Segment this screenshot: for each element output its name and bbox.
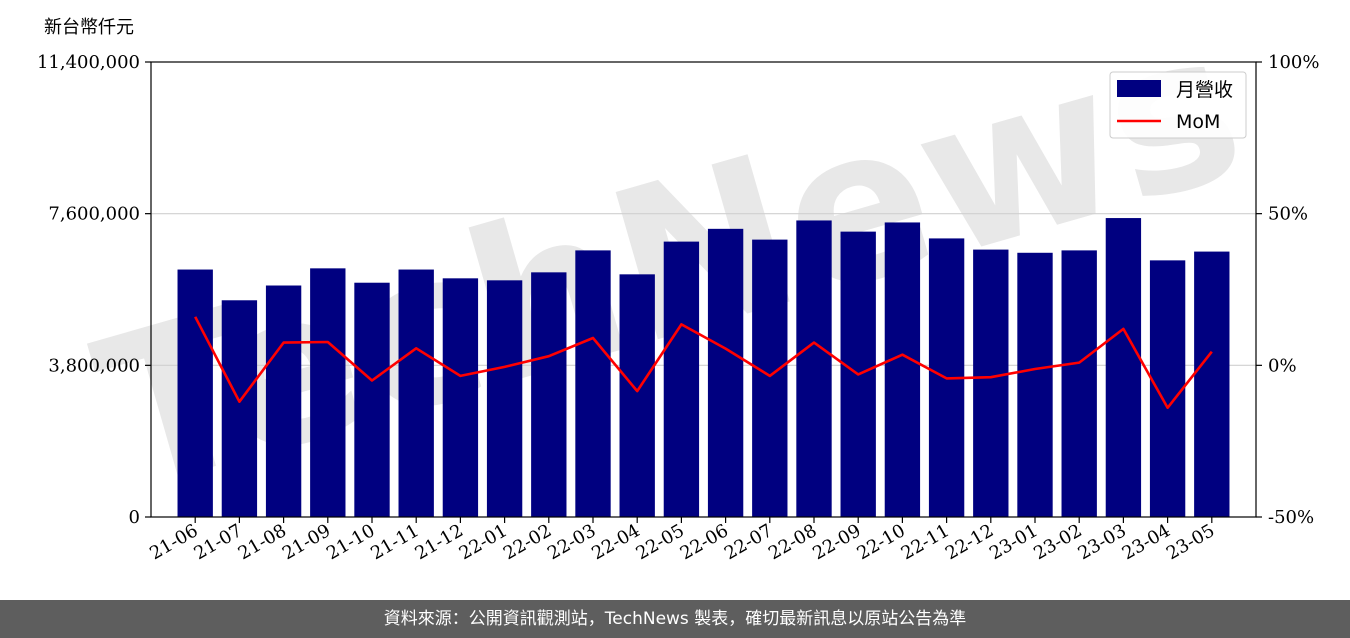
- revenue-bar: [531, 272, 567, 517]
- axes: [150, 61, 1257, 518]
- revenue-bar: [884, 222, 921, 517]
- revenue-bar: [221, 300, 258, 517]
- revenue-bar: [663, 241, 700, 517]
- x-tick-label: 22-09: [809, 520, 864, 564]
- x-tick-label: 21-10: [323, 520, 378, 564]
- x-tick-label: 22-05: [632, 520, 687, 564]
- revenue-bar: [973, 249, 1009, 518]
- x-tick-label: 23-04: [1119, 520, 1174, 564]
- revenue-bar: [310, 268, 346, 517]
- x-axis-ticks: 21-0621-0721-0821-0921-1021-1121-1222-01…: [146, 517, 1218, 564]
- plot-frame: [150, 61, 1257, 518]
- x-tick-label: 22-06: [677, 520, 732, 564]
- right-tick-label: -50%: [1268, 507, 1314, 528]
- x-tick-label: 21-12: [411, 520, 466, 564]
- revenue-bar: [177, 269, 213, 517]
- x-tick-label: 23-03: [1074, 520, 1129, 564]
- left-tick-label: 3,800,000: [48, 355, 140, 376]
- x-tick-label: 23-01: [986, 520, 1041, 564]
- x-tick-label: 22-07: [721, 520, 776, 564]
- x-tick-label: 22-04: [588, 520, 643, 564]
- revenue-bar: [707, 228, 744, 518]
- right-tick-label: 100%: [1268, 52, 1319, 73]
- revenue-bar: [619, 274, 655, 517]
- revenue-bar: [354, 282, 390, 517]
- left-tick-label: 0: [129, 507, 140, 528]
- x-tick-label: 22-10: [853, 520, 908, 564]
- mom-line-series: [194, 316, 1213, 410]
- right-axis-ticks: -50% 0% 50% 100%: [1256, 52, 1319, 528]
- x-tick-label: 21-07: [190, 520, 245, 564]
- revenue-bar: [1017, 252, 1053, 517]
- x-tick-label: 21-09: [279, 520, 334, 564]
- x-tick-label: 22-12: [942, 520, 997, 564]
- revenue-bar: [752, 239, 788, 517]
- revenue-bar: [1061, 250, 1097, 517]
- revenue-bar: [398, 269, 434, 517]
- legend: 月營收 MoM: [1109, 71, 1247, 139]
- revenue-bar: [1194, 251, 1230, 518]
- legend-swatch-bar: [1117, 80, 1161, 97]
- revenue-bar: [486, 280, 523, 517]
- left-tick-label: 7,600,000: [48, 204, 140, 225]
- right-tick-label: 50%: [1268, 204, 1308, 225]
- x-tick-label: 23-05: [1163, 520, 1218, 564]
- revenue-bar: [1149, 260, 1186, 517]
- x-tick-label: 21-11: [367, 520, 422, 564]
- right-tick-label: 0%: [1268, 355, 1297, 376]
- x-tick-label: 22-11: [898, 520, 953, 564]
- mom-line: [194, 316, 1213, 410]
- x-tick-label: 22-03: [544, 520, 599, 564]
- x-tick-label: 22-08: [765, 520, 820, 564]
- left-tick-label: 11,400,000: [37, 52, 140, 73]
- revenue-bar: [796, 220, 832, 517]
- x-tick-label: 23-02: [1030, 520, 1085, 564]
- x-tick-label: 21-08: [235, 520, 290, 564]
- revenue-bar: [265, 285, 302, 517]
- x-tick-label: 22-02: [500, 520, 555, 564]
- revenue-bars: [177, 218, 1230, 518]
- left-axis-ticks: 0 3,800,000 7,600,000 11,400,000: [37, 52, 151, 528]
- revenue-bar: [442, 278, 479, 517]
- legend-label-revenue: 月營收: [1176, 79, 1233, 101]
- revenue-bar: [1105, 218, 1142, 518]
- revenue-chart: TechNews 21-0621-0721-0821-0921-1021-112…: [37, 0, 1320, 564]
- source-footer: 資料來源：公開資訊觀測站，TechNews 製表，確切最新訊息以原站公告為準: [0, 600, 1350, 638]
- revenue-bar: [575, 250, 611, 517]
- legend-label-mom: MoM: [1176, 111, 1220, 133]
- x-tick-label: 22-01: [456, 520, 511, 564]
- y-axis-unit-label: 新台幣仟元: [44, 17, 134, 38]
